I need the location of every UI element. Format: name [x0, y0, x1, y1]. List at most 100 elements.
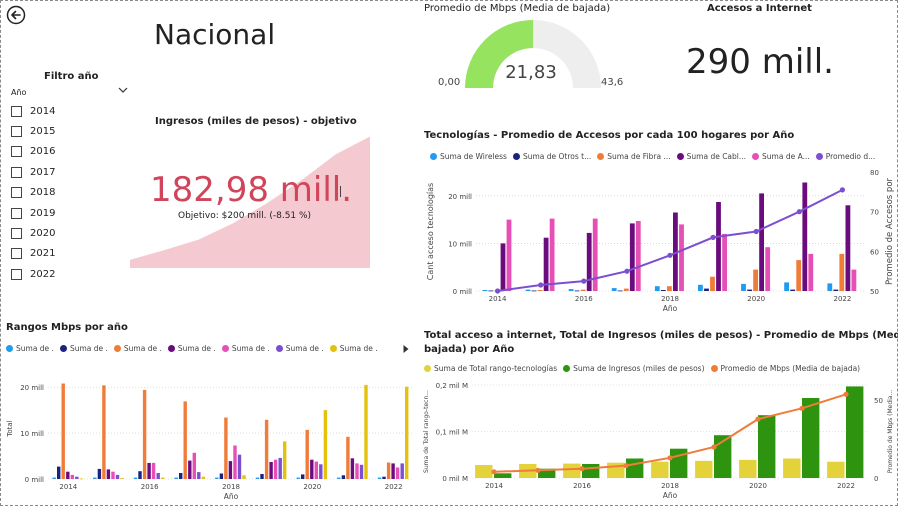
bar[interactable] — [758, 415, 776, 478]
bar[interactable] — [364, 384, 368, 479]
line-point[interactable] — [839, 187, 845, 193]
bar[interactable] — [654, 286, 660, 291]
bar[interactable] — [537, 290, 543, 291]
total-legend-item[interactable]: Suma de Ingresos (miles de pesos) — [563, 364, 705, 373]
line-point[interactable] — [667, 455, 673, 461]
bar[interactable] — [741, 283, 746, 291]
bar[interactable] — [386, 462, 391, 480]
bar[interactable] — [673, 212, 678, 292]
bar[interactable] — [845, 205, 851, 291]
bar[interactable] — [400, 463, 404, 479]
bar[interactable] — [142, 389, 147, 479]
bar[interactable] — [667, 286, 672, 291]
bar[interactable] — [106, 469, 111, 479]
line-point[interactable] — [799, 405, 805, 411]
bar[interactable] — [255, 477, 260, 479]
year-option-2015[interactable]: 2015 — [11, 124, 55, 138]
rangos-legend-item[interactable]: Suma de . — [167, 344, 216, 353]
bar[interactable] — [651, 461, 669, 478]
bar[interactable] — [833, 289, 839, 291]
line-point[interactable] — [581, 278, 587, 284]
bar[interactable] — [215, 477, 219, 479]
rangos-legend-item[interactable]: Suma de . — [59, 344, 108, 353]
year-option-2018[interactable]: 2018 — [11, 186, 55, 200]
bar[interactable] — [147, 462, 151, 479]
bar[interactable] — [784, 282, 789, 291]
bar[interactable] — [617, 290, 623, 292]
bar[interactable] — [582, 464, 600, 478]
bar[interactable] — [133, 477, 138, 479]
year-option-2017[interactable]: 2017 — [11, 165, 55, 179]
bar[interactable] — [827, 461, 845, 478]
rangos-legend-item[interactable]: Suma de . — [329, 344, 378, 353]
bar[interactable] — [670, 448, 688, 478]
bar[interactable] — [201, 476, 206, 479]
bar[interactable] — [592, 218, 598, 291]
bar[interactable] — [151, 462, 156, 479]
bar[interactable] — [79, 478, 84, 480]
legend-next-arrow-icon[interactable] — [402, 344, 410, 354]
bar[interactable] — [382, 476, 386, 479]
bar[interactable] — [52, 477, 56, 479]
bar[interactable] — [305, 429, 309, 479]
bar[interactable] — [120, 478, 124, 479]
line-point[interactable] — [667, 252, 673, 258]
bar[interactable] — [242, 475, 246, 479]
bar[interactable] — [753, 269, 758, 291]
bar[interactable] — [93, 477, 97, 479]
bar[interactable] — [359, 464, 364, 479]
bar[interactable] — [405, 386, 409, 479]
bar[interactable] — [161, 477, 165, 479]
year-checkbox[interactable] — [11, 248, 22, 260]
bar[interactable] — [102, 385, 106, 479]
bar[interactable] — [629, 223, 635, 291]
bar[interactable] — [586, 232, 592, 291]
tecnologias-legend-item[interactable]: Promedio d... — [815, 152, 875, 161]
line-point[interactable] — [753, 228, 759, 235]
bar[interactable] — [237, 454, 242, 479]
line-point[interactable] — [535, 467, 541, 473]
year-checkbox[interactable] — [11, 105, 22, 117]
bar[interactable] — [377, 477, 382, 479]
chevron-down-icon[interactable] — [118, 86, 128, 94]
year-checkbox[interactable] — [11, 227, 22, 239]
bar[interactable] — [138, 471, 142, 479]
bar[interactable] — [179, 473, 183, 479]
bar[interactable] — [115, 474, 120, 479]
bar[interactable] — [698, 284, 703, 291]
bar[interactable] — [765, 247, 771, 291]
bar[interactable] — [337, 477, 341, 479]
line-point[interactable] — [495, 288, 501, 294]
bar[interactable] — [635, 221, 641, 291]
bar[interactable] — [70, 474, 74, 479]
rangos-legend-item[interactable]: Suma de . — [275, 344, 324, 353]
bar[interactable] — [61, 383, 65, 480]
bar[interactable] — [660, 290, 666, 291]
bar[interactable] — [714, 435, 732, 478]
bar[interactable] — [574, 290, 580, 292]
bar[interactable] — [543, 237, 549, 291]
tecnologias-legend-item[interactable]: Suma de Otros t... — [512, 152, 591, 161]
line-point[interactable] — [711, 444, 717, 450]
bar[interactable] — [314, 461, 318, 479]
bar[interactable] — [722, 233, 727, 291]
bar[interactable] — [183, 401, 187, 479]
year-checkbox[interactable] — [11, 166, 22, 178]
year-checkbox[interactable] — [11, 187, 22, 199]
bar[interactable] — [716, 202, 721, 291]
bar[interactable] — [57, 466, 61, 479]
bar[interactable] — [260, 474, 264, 479]
total-legend-item[interactable]: Promedio de Mbps (Media de bajada) — [710, 364, 860, 373]
bar[interactable] — [219, 473, 224, 480]
bar[interactable] — [197, 472, 201, 479]
bar[interactable] — [623, 288, 629, 291]
bar[interactable] — [310, 459, 314, 479]
year-option-2021[interactable]: 2021 — [11, 247, 55, 261]
bar[interactable] — [278, 457, 282, 479]
year-option-2014[interactable]: 2014 — [11, 104, 55, 118]
bar[interactable] — [759, 193, 764, 291]
bar[interactable] — [851, 269, 857, 291]
line-point[interactable] — [624, 268, 630, 274]
bar[interactable] — [301, 474, 305, 479]
bar[interactable] — [319, 464, 323, 479]
